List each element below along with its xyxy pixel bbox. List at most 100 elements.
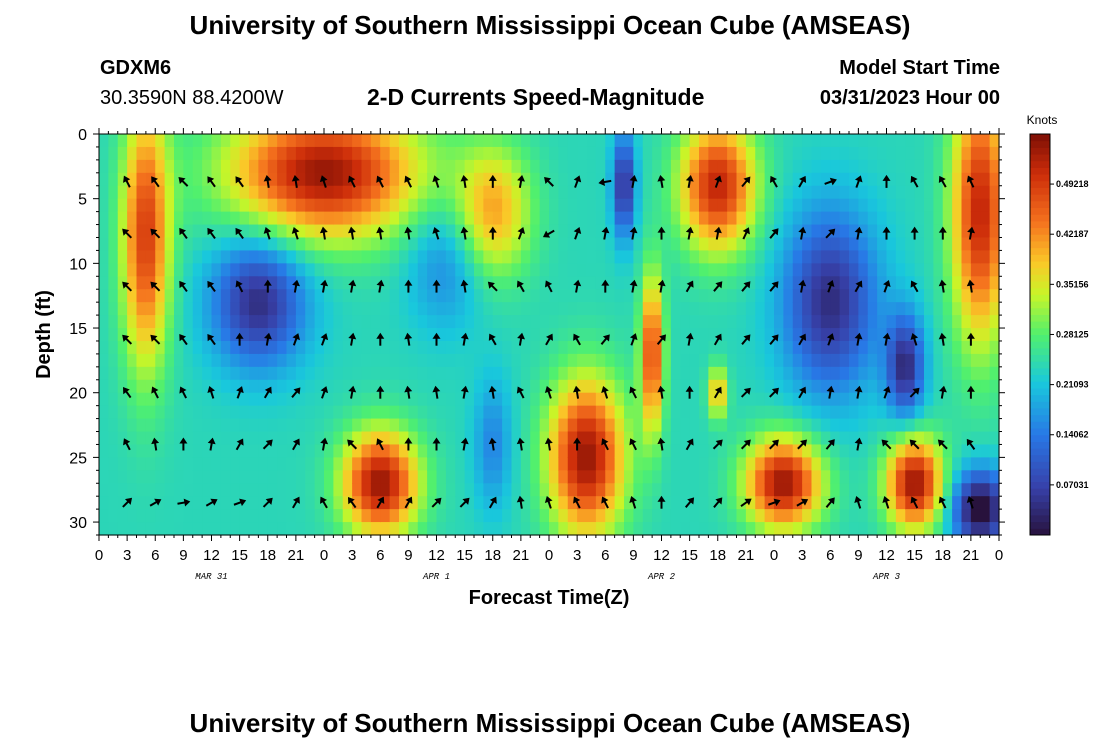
heatmap-cell (211, 457, 222, 471)
heatmap-cell (830, 496, 841, 510)
heatmap-cell (558, 522, 569, 536)
heatmap-cell (436, 353, 447, 368)
heatmap-cell (774, 289, 784, 303)
heatmap-cell (324, 315, 334, 329)
heatmap-cell (99, 146, 109, 161)
heatmap-cell (155, 134, 166, 148)
heatmap-cell (108, 483, 119, 497)
current-arrow (854, 332, 863, 346)
heatmap-cell (689, 302, 700, 316)
heatmap-cell (436, 172, 447, 187)
heatmap-cell (352, 302, 363, 316)
current-arrow (347, 439, 358, 450)
heatmap-cell (202, 172, 213, 187)
heatmap-cell (277, 379, 288, 394)
heatmap-cell (895, 315, 906, 329)
heatmap-cell (539, 159, 550, 174)
heatmap-cell (755, 159, 766, 174)
heatmap-cell (314, 198, 325, 213)
heatmap-cell (530, 483, 541, 497)
heatmap-cell (108, 392, 119, 407)
heatmap-cell (108, 496, 119, 510)
heatmap-cell (380, 159, 391, 174)
heatmap-cell (577, 379, 588, 394)
heatmap-cell (783, 340, 794, 355)
heatmap-cell (211, 353, 222, 368)
heatmap-cell (670, 366, 681, 381)
heatmap-cell (736, 276, 747, 290)
heatmap-cell (633, 250, 644, 264)
heatmap-cell (455, 509, 466, 523)
heatmap-cell (145, 185, 156, 200)
heatmap-cell (708, 146, 719, 161)
heatmap-cell (914, 509, 925, 523)
heatmap-cell (980, 302, 991, 316)
heatmap-cell (839, 328, 850, 342)
heatmap-cell (783, 315, 794, 329)
heatmap-cell (192, 379, 203, 394)
heatmap-cell (970, 328, 981, 342)
heatmap-cell (670, 405, 681, 420)
heatmap-cell (577, 198, 588, 213)
heatmap-cell (802, 496, 813, 510)
heatmap-cell (858, 509, 869, 523)
heatmap-cell (755, 328, 766, 342)
heatmap-cell (342, 172, 353, 187)
heatmap-cell (652, 509, 663, 523)
heatmap-cell (586, 457, 597, 471)
heatmap-cell (352, 366, 363, 381)
heatmap-cell (895, 379, 906, 394)
heatmap-cell (586, 224, 597, 239)
heatmap-cell (783, 211, 794, 226)
heatmap-cell (624, 185, 634, 200)
heatmap-cell (849, 263, 859, 277)
heatmap-cell (99, 250, 109, 264)
heatmap-cell (764, 159, 775, 174)
heatmap-cell (277, 405, 288, 420)
heatmap-cell (192, 366, 203, 381)
heatmap-cell (595, 509, 606, 523)
heatmap-cell (661, 457, 672, 471)
heatmap-cell (670, 263, 681, 277)
heatmap-cell (989, 159, 1000, 174)
heatmap-cell (399, 315, 409, 329)
heatmap-cell (502, 198, 513, 213)
heatmap-cell (174, 457, 184, 471)
heatmap-cell (764, 263, 775, 277)
heatmap-cell (792, 276, 803, 290)
heatmap-cell (933, 431, 944, 446)
heatmap-cell (99, 134, 109, 148)
heatmap-cell (464, 263, 475, 277)
heatmap-cell (905, 237, 916, 252)
heatmap-cell (286, 405, 297, 420)
heatmap-cell (839, 302, 850, 316)
heatmap-cell (324, 289, 334, 303)
heatmap-cell (961, 211, 972, 226)
heatmap-cell (445, 224, 456, 239)
heatmap-cell (202, 366, 213, 381)
heatmap-cell (624, 522, 634, 536)
heatmap-cell (155, 470, 166, 484)
heatmap-cell (605, 418, 616, 433)
heatmap-cell (942, 289, 953, 303)
heatmap-cell (961, 457, 972, 471)
current-arrow (207, 280, 216, 293)
heatmap-cell (220, 172, 231, 187)
current-arrow (460, 332, 469, 346)
heatmap-cell (342, 470, 353, 484)
heatmap-cell (764, 470, 775, 484)
heatmap-cell (455, 315, 466, 329)
heatmap-cell (502, 366, 513, 381)
heatmap-cell (952, 276, 963, 290)
heatmap-cell (436, 444, 447, 458)
heatmap-cell (877, 340, 888, 355)
heatmap-cell (867, 392, 878, 407)
heatmap-cell (595, 289, 606, 303)
heatmap-cell (164, 146, 175, 161)
heatmap-cell (614, 405, 625, 420)
heatmap-cell (942, 392, 953, 407)
current-arrow (150, 228, 161, 239)
heatmap-cell (305, 134, 316, 148)
heatmap-cell (567, 198, 578, 213)
heatmap-cell (830, 302, 841, 316)
